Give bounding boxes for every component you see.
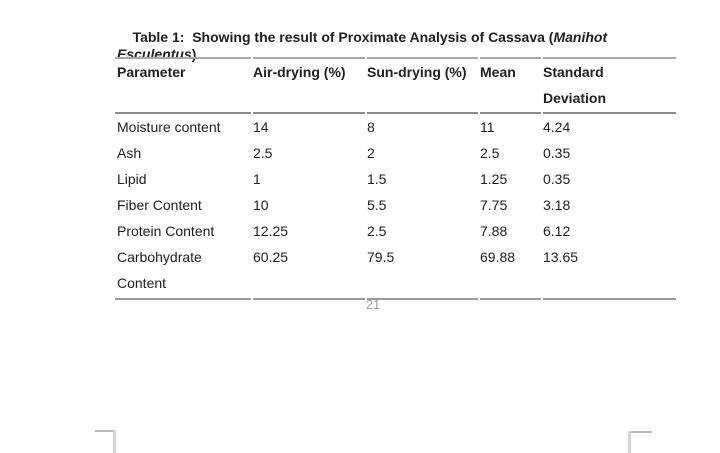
cell-parameter: Protein Content: [117, 223, 215, 239]
cell-air-drying: 14: [253, 119, 269, 135]
table-caption-close-paren: ): [191, 46, 197, 62]
cell-air-drying: 10: [253, 197, 269, 213]
cell-sun-drying: 1.5: [367, 171, 387, 187]
table-row-fiber: Fiber Content 10 5.5 7.75 3.18: [115, 192, 676, 218]
table-caption-text: Table 1: Showing the result of Proximate…: [132, 28, 554, 45]
col-header-air-drying: Air-drying (%): [253, 57, 365, 114]
table-row-carbohydrate: Carbohydrate Content 60.25 79.5 69.88 13…: [115, 244, 676, 300]
cell-air-drying: 60.25: [253, 244, 365, 300]
table-row-protein: Protein Content 12.25 2.5 7.88 6.12: [115, 218, 676, 244]
table-row-ash: Ash 2.5 2 2.5 0.35: [115, 140, 676, 166]
cell-parameter: Ash: [117, 145, 142, 161]
cell-parameter: Fiber Content: [117, 197, 202, 213]
cell-std-dev: 3.18: [543, 197, 571, 213]
page-corner-mark-right-vertical: [628, 431, 631, 453]
cell-mean: 7.88: [480, 223, 508, 239]
cell-std-dev: 0.35: [543, 145, 571, 161]
cell-mean: 1.25: [480, 171, 508, 187]
cell-air-drying: 12.25: [253, 223, 289, 239]
page-corner-mark-left-horizontal: [95, 430, 116, 432]
table-row-moisture: Moisture content 14 8 11 4.24: [115, 114, 676, 140]
table-row-lipid: Lipid 1 1.5 1.25 0.35: [115, 166, 676, 192]
cell-air-drying: 1: [253, 171, 261, 187]
page-corner-mark-left-vertical: [113, 430, 116, 453]
page-number: 21: [365, 297, 381, 312]
col-header-parameter: Parameter: [115, 57, 251, 114]
cell-sun-drying: 2.5: [367, 223, 387, 239]
cell-mean: 11: [480, 119, 495, 135]
cell-sun-drying: 2: [367, 145, 375, 161]
page-corner-mark-right-horizontal: [628, 431, 652, 433]
cell-mean: 7.75: [480, 197, 508, 213]
cell-sun-drying: 79.5: [367, 244, 478, 300]
cell-parameter: Moisture content: [117, 119, 221, 135]
cell-mean: 69.88: [480, 244, 541, 300]
cell-parameter: Lipid: [117, 171, 147, 187]
cell-std-dev: 6.12: [543, 223, 571, 239]
cell-std-dev: 13.65: [543, 244, 676, 300]
proximate-analysis-table: Parameter Air-drying (%) Sun-drying (%) …: [113, 57, 678, 300]
cell-air-drying: 2.5: [253, 145, 273, 161]
col-header-sun-drying: Sun-drying (%): [367, 57, 478, 114]
cell-std-dev: 0.35: [543, 171, 571, 187]
cell-sun-drying: 5.5: [367, 197, 387, 213]
cell-parameter: Carbohydrate Content: [115, 244, 251, 300]
col-header-standard-deviation: Standard Deviation: [543, 57, 676, 114]
cell-std-dev: 4.24: [543, 119, 571, 135]
cell-mean: 2.5: [480, 145, 500, 161]
col-header-mean: Mean: [480, 57, 541, 114]
cell-sun-drying: 8: [367, 119, 375, 135]
table-header-row: Parameter Air-drying (%) Sun-drying (%) …: [115, 57, 676, 114]
